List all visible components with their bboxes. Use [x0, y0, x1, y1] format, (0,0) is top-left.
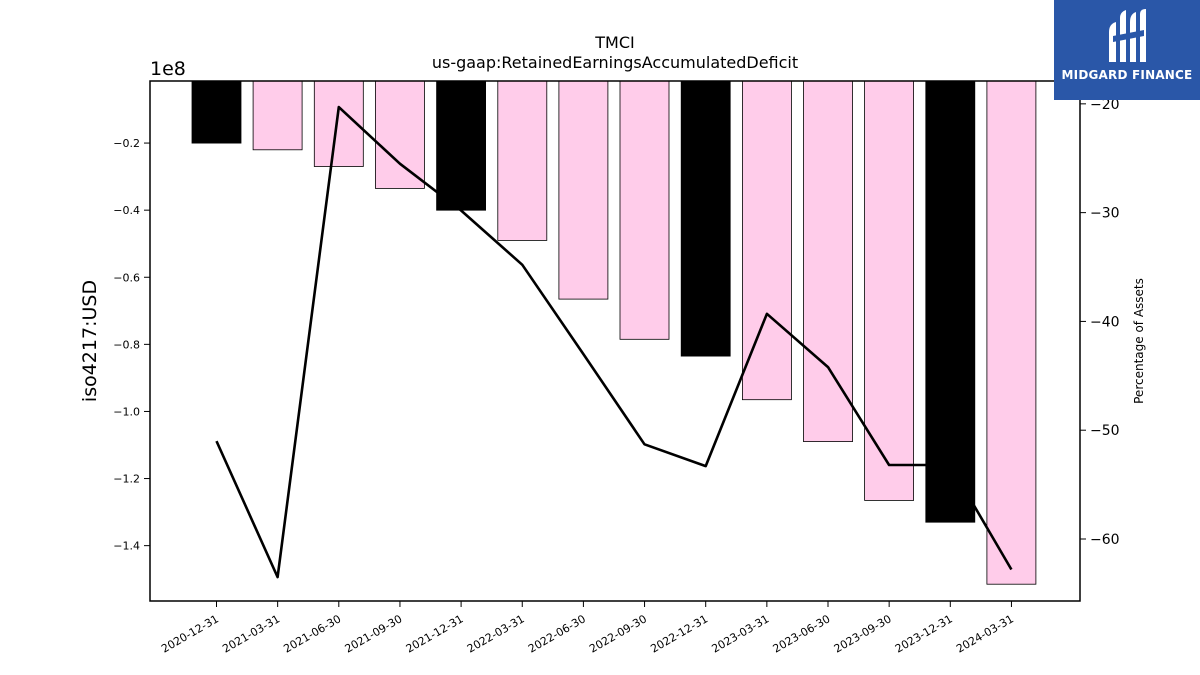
- y-axis-ticks: −1.4 −1.2 −1.0 −0.8 −0.6 −0.4 −0.2: [113, 137, 150, 553]
- bar-2021-12-31: [436, 80, 487, 211]
- x-axis-ticks: 2020-12-31 2021-03-31 2021-06-30 2021-09-30…: [159, 601, 1016, 656]
- bar-2023-09-30: [864, 80, 914, 501]
- x-tick-label: 2023-12-31: [893, 612, 955, 655]
- y-tick-label: −1.2: [113, 473, 140, 486]
- chart-subtitle: us-gaap:RetainedEarningsAccumulatedDefic…: [432, 53, 798, 72]
- bar-2020-12-31: [191, 80, 242, 144]
- x-tick-label: 2023-06-30: [771, 612, 833, 655]
- bar-2024-03-31: [986, 80, 1037, 585]
- x-tick-label: 2022-06-30: [526, 612, 588, 655]
- y-axis-label: iso4217:USD: [79, 280, 101, 402]
- y-tick-label: −0.2: [113, 137, 140, 150]
- bar-2022-12-31: [680, 80, 731, 357]
- bar-2022-06-30: [558, 80, 609, 300]
- y-offset-label: 1e8: [150, 58, 186, 80]
- y-tick-label: −0.4: [113, 204, 140, 217]
- y-tick-label: −1.0: [113, 405, 140, 418]
- y2-tick-label: −60: [1090, 532, 1120, 548]
- x-tick-label: 2021-03-31: [220, 612, 282, 655]
- x-tick-label: 2022-12-31: [648, 612, 710, 655]
- midgard-finance-logo: MIDGARD FINANCE: [1054, 0, 1200, 100]
- x-tick-label: 2020-12-31: [159, 612, 221, 655]
- bar-2023-03-31: [742, 80, 792, 401]
- plot-frame: [149, 80, 1081, 602]
- x-tick-label: 2023-09-30: [832, 612, 894, 655]
- bar-2021-09-30: [374, 80, 425, 189]
- bar-2022-03-31: [497, 80, 548, 241]
- line-group: [215, 105, 1013, 579]
- y-tick-label: −1.4: [113, 540, 140, 553]
- x-tick-label: 2021-12-31: [404, 612, 466, 655]
- y-tick-label: −0.6: [113, 271, 140, 284]
- bars-group: [191, 80, 1037, 585]
- y2-tick-label: −50: [1090, 423, 1120, 439]
- chart-title: TMCI: [594, 33, 634, 52]
- midgard-logo-icon: [1109, 9, 1146, 62]
- y2-tick-label: −40: [1090, 314, 1120, 330]
- logo-text: MIDGARD FINANCE: [1061, 68, 1193, 82]
- bar-2023-12-31: [925, 80, 976, 523]
- x-tick-label: 2023-03-31: [709, 612, 771, 655]
- x-tick-label: 2021-09-30: [343, 612, 405, 655]
- y-tick-label: −0.8: [113, 338, 140, 351]
- y2-axis-ticks: −60 −50 −40 −30 −20: [1080, 97, 1120, 548]
- y2-tick-label: −30: [1090, 206, 1120, 222]
- x-tick-label: 2021-06-30: [281, 612, 343, 655]
- bar-2023-06-30: [803, 80, 853, 443]
- y2-tick-label: −20: [1090, 97, 1120, 113]
- y2-axis-label: Percentage of Assets: [1132, 278, 1146, 404]
- percentage-line: [215, 105, 1013, 579]
- bar-2021-03-31: [252, 80, 303, 151]
- x-tick-label: 2024-03-31: [954, 612, 1016, 655]
- bar-2022-09-30: [619, 80, 670, 340]
- x-tick-label: 2022-03-31: [465, 612, 527, 655]
- x-tick-label: 2022-09-30: [587, 612, 649, 655]
